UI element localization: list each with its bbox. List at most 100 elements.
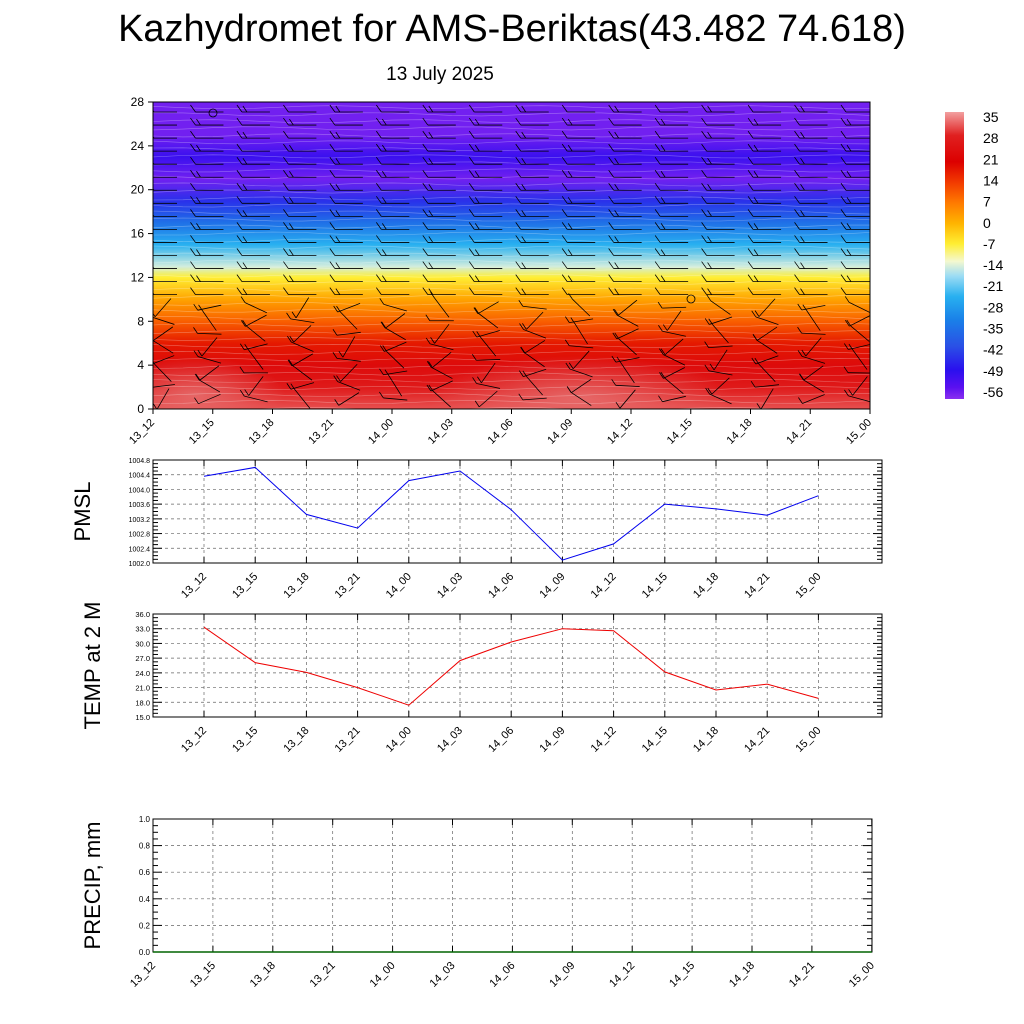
wind-barb — [283, 261, 317, 269]
wind-barb — [658, 325, 686, 337]
wind-barb — [747, 248, 782, 256]
wind-barb — [380, 321, 406, 341]
wind-barb — [153, 229, 177, 230]
colorbar-label: -21 — [983, 278, 1003, 294]
wind-barb — [332, 329, 361, 336]
wind-barb — [426, 380, 453, 392]
wind-barb — [654, 235, 689, 243]
x-tick-label: 13_21 — [308, 960, 338, 990]
wind-barb — [701, 183, 735, 191]
contour-line — [153, 350, 870, 355]
wind-barb — [384, 369, 403, 397]
temperature-cross-section-panel: 0 4 8 12 16 20 24 28 13_12 13_15 13_18 13_21 14_00 14… — [127, 95, 874, 447]
wind-barb — [654, 248, 689, 256]
wind-barb — [425, 337, 454, 351]
wind-barb — [840, 248, 870, 256]
wind-barb — [515, 169, 549, 178]
wind-barb — [654, 274, 689, 282]
wind-barb — [794, 222, 828, 230]
wind-barb — [379, 298, 407, 312]
wind-barb — [565, 362, 593, 378]
wind-barb — [518, 368, 547, 377]
wind-barb — [153, 317, 175, 325]
wind-barb — [283, 287, 317, 296]
y-tick-label: 1002.0 — [129, 561, 151, 568]
wind-barb — [236, 143, 270, 152]
colorbar-label: 7 — [983, 194, 991, 210]
wind-barb — [426, 361, 453, 379]
colorbar-label: -56 — [983, 384, 1003, 400]
wind-barb — [422, 248, 456, 256]
x-tick-label: 13_18 — [281, 725, 311, 755]
wind-barb — [190, 196, 224, 204]
contour-line — [153, 386, 870, 390]
contour-line — [153, 175, 870, 180]
wind-barb — [701, 248, 735, 256]
wind-barb — [329, 248, 363, 256]
wind-barb — [747, 169, 782, 178]
wind-barb — [236, 261, 270, 269]
wind-barb — [376, 235, 410, 243]
wind-barb — [422, 261, 456, 269]
wind-barb — [190, 287, 224, 296]
contour-line — [153, 365, 870, 369]
wind-barb — [840, 287, 870, 296]
wind-barb — [236, 235, 270, 243]
wind-barb — [797, 350, 826, 364]
x-tick-label: 13_21 — [333, 725, 363, 755]
heatmap-x-tick-label: 13_12 — [127, 417, 157, 447]
wind-barb — [193, 303, 222, 311]
wind-barb — [612, 308, 639, 327]
contour-line — [153, 217, 870, 222]
x-tick-label: 14_15 — [667, 960, 697, 990]
contour-line — [153, 154, 870, 159]
wind-barb — [608, 130, 642, 139]
wind-barb — [751, 355, 779, 365]
colorbar-label: -42 — [983, 342, 1003, 358]
wind-barb — [329, 104, 363, 113]
contour-line — [153, 231, 870, 236]
wind-barb — [515, 274, 549, 282]
y-tick-label: 0.8 — [139, 842, 151, 851]
wind-barb — [474, 390, 498, 408]
wind-barb — [236, 183, 270, 191]
contour-line — [153, 140, 870, 145]
contour-line — [153, 379, 870, 383]
x-tick-label: 14_12 — [589, 725, 619, 755]
y-tick-label: 1.0 — [139, 815, 151, 824]
colorbar: 35 28 21 14 7 0 -7 -14 -21 -28 -35 -42 -49 -56 — [945, 109, 1003, 400]
x-tick-label: 14_00 — [368, 960, 398, 990]
temp-panel: 15.0 18.0 21.0 24.0 27.0 30.0 33.0 36.0 13_12 13_… — [80, 602, 883, 755]
wind-barb — [707, 377, 730, 395]
wind-barb — [428, 384, 451, 408]
wind-barb — [190, 209, 224, 217]
y-tick-label: 24.0 — [135, 669, 150, 678]
wind-barb — [468, 248, 503, 256]
contour-line — [153, 182, 870, 187]
wind-barb — [193, 350, 222, 364]
x-tick-label: 14_03 — [435, 725, 465, 755]
wind-barb — [561, 183, 596, 191]
wind-barb — [236, 117, 270, 126]
wind-barb — [468, 169, 503, 178]
wind-barb — [615, 389, 636, 409]
wind-barb — [190, 274, 224, 282]
wind-barb — [515, 143, 549, 152]
wind-barb — [844, 315, 870, 327]
wind-barb — [701, 169, 735, 178]
x-tick-label: 13_15 — [230, 725, 260, 755]
x-tick-label: 15_00 — [847, 960, 877, 990]
wind-barb — [468, 287, 503, 296]
wind-barb — [515, 104, 549, 113]
wind-barb — [190, 235, 224, 243]
wind-barb — [283, 169, 317, 178]
x-tick-label: 15_00 — [793, 725, 823, 755]
heatmap-x-tick-label: 13_18 — [247, 417, 277, 447]
colorbar-label: -14 — [983, 257, 1003, 273]
wind-barb — [564, 339, 594, 349]
wind-barb — [701, 117, 735, 126]
wind-barb — [608, 196, 642, 204]
wind-barb — [153, 326, 174, 341]
heatmap-fill — [153, 102, 870, 409]
